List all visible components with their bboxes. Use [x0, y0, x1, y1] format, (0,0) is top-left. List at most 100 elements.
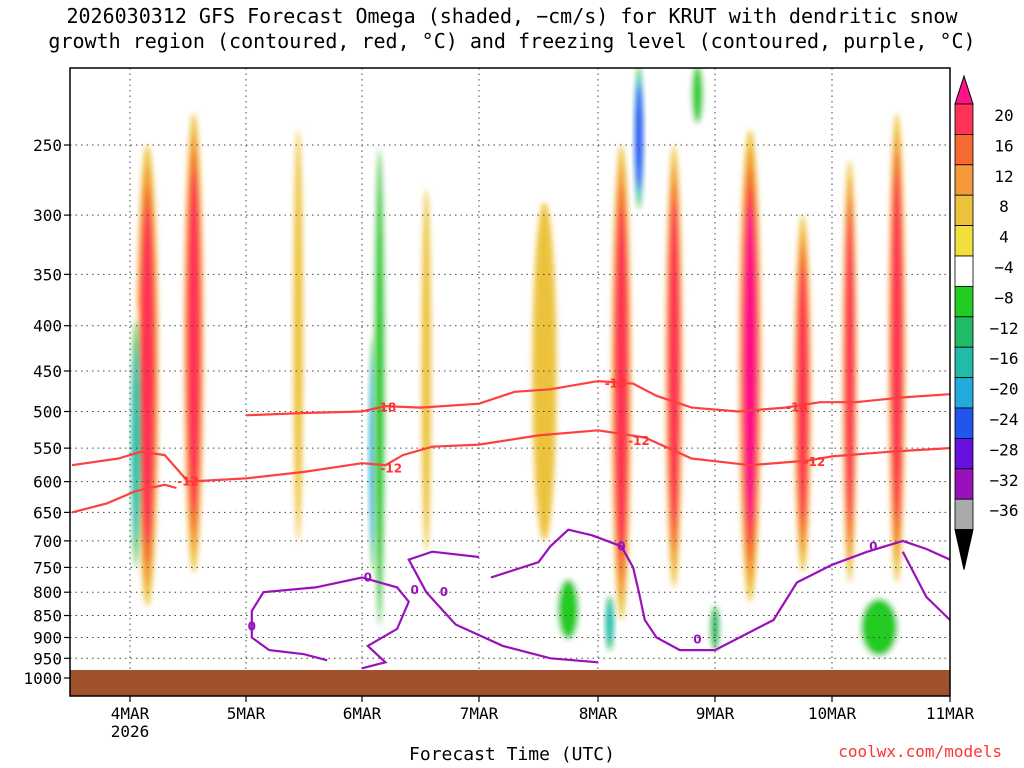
- omega-cell: [374, 148, 385, 626]
- dgz-contour-minus12-lower: [71, 483, 177, 514]
- dgz-label-minus12: -12: [628, 434, 650, 448]
- plot-frame: [69, 67, 951, 697]
- chart-title-line-2: growth region (contoured, red, °C) and f…: [48, 29, 976, 53]
- y-tick-label: 700: [33, 532, 62, 551]
- x-tick-label: 9MAR: [696, 704, 735, 723]
- freezing-level-label: 0: [617, 539, 625, 553]
- colorbar-label: 8: [999, 197, 1009, 216]
- dgz-contour-minus18: [245, 379, 950, 417]
- colorbar-swatch: [954, 103, 974, 135]
- omega-cell: [692, 68, 703, 124]
- colorbar-swatch: [954, 377, 974, 409]
- pressure-axis: 250 300 350 400 450 500 550 600 650 700 750 800 850 9…: [23, 136, 70, 688]
- colorbar-swatch: [954, 133, 974, 166]
- x-tick-label: 7MAR: [460, 704, 499, 723]
- omega-column: [605, 592, 614, 655]
- y-tick-label: 300: [33, 206, 62, 225]
- omega-column: [855, 592, 903, 663]
- omega-column: [131, 305, 140, 583]
- omega-cell: [797, 265, 809, 522]
- colorbar-label: −8: [994, 288, 1013, 307]
- dgz-contour-minus12: [71, 429, 950, 483]
- colorbar: 20 16 12 8 4 −4 −8 −12 −16 −20 −24 −28 −32 −36: [954, 74, 1019, 570]
- omega-column: [888, 112, 905, 583]
- freezing-level-contour: [250, 576, 411, 670]
- omega-column: [690, 68, 705, 130]
- omega-cell: [605, 600, 614, 646]
- omega-column: [709, 601, 721, 655]
- chart-title-line-1: 2026030312 GFS Forecast Omega (shaded, −…: [66, 4, 958, 28]
- colorbar-label: −32: [990, 471, 1019, 490]
- contours: -18 -18 -18 -12 -12 -12 -12 0 0 0 0 0 0 0: [71, 377, 950, 670]
- colorbar-label: −36: [990, 501, 1019, 520]
- omega-column: [794, 215, 811, 573]
- omega-column: [421, 188, 432, 552]
- omega-column: [372, 95, 387, 678]
- colorbar-swatch: [954, 316, 974, 348]
- colorbar-swatch: [954, 194, 974, 226]
- dgz-label-minus18: -18: [786, 401, 808, 415]
- colorbar-swatch: [954, 225, 974, 257]
- colorbar-label: −28: [990, 440, 1019, 459]
- y-tick-label: 1000: [23, 669, 62, 688]
- y-tick-label: 500: [33, 403, 62, 422]
- omega-column: [666, 144, 683, 588]
- x-tick-label: 10MAR: [808, 704, 857, 723]
- dgz-label-minus18: -18: [605, 377, 627, 391]
- colorbar-label: 12: [994, 167, 1013, 186]
- omega-cell: [323, 68, 332, 396]
- freezing-level-label: 0: [410, 583, 418, 597]
- colorbar-label: 16: [994, 136, 1013, 155]
- y-tick-label: 450: [33, 362, 62, 381]
- x-tick-label: 5MAR: [227, 704, 266, 723]
- time-axis: 4MAR 5MAR 6MAR 7MAR 8MAR 9MAR 10MAR 11MAR 2026: [111, 696, 975, 741]
- omega-cell: [634, 84, 643, 191]
- colorbar-label: −20: [990, 380, 1019, 399]
- freezing-level-label: 0: [869, 539, 877, 553]
- omega-cell: [187, 172, 201, 514]
- colorbar-label: −4: [994, 258, 1013, 277]
- omega-cell: [102, 215, 111, 412]
- omega-column: [184, 112, 204, 573]
- y-tick-label: 850: [33, 607, 62, 626]
- colorbar-bottom-arrow: [954, 529, 974, 570]
- omega-column: [323, 68, 332, 396]
- omega-column: [136, 145, 159, 607]
- omega-cell: [711, 608, 719, 648]
- y-tick-label: 900: [33, 628, 62, 647]
- omega-cell: [140, 207, 155, 545]
- colorbar-label: −24: [990, 410, 1019, 429]
- x-year-label: 2026: [111, 722, 150, 741]
- y-tick-label: 950: [33, 649, 62, 668]
- y-tick-label: 350: [33, 265, 62, 284]
- omega-cell: [743, 206, 757, 525]
- x-axis-title: Forecast Time (UTC): [409, 744, 615, 765]
- colorbar-swatch: [954, 164, 974, 196]
- omega-column: [554, 572, 582, 646]
- colorbar-swatch: [954, 498, 974, 531]
- dgz-label-minus12: -12: [177, 475, 199, 489]
- omega-column: [634, 68, 643, 216]
- y-tick-label: 650: [33, 503, 62, 522]
- colorbar-swatch: [954, 437, 974, 470]
- omega-cell: [557, 579, 579, 640]
- dgz-label-minus18: -18: [375, 401, 397, 415]
- x-tick-label: 4MAR: [111, 704, 150, 723]
- y-tick-label: 400: [33, 317, 62, 336]
- freezing-level-label: 0: [364, 571, 372, 585]
- colorbar-swatch: [954, 255, 974, 287]
- omega-cell: [293, 129, 303, 541]
- y-tick-label: 550: [33, 439, 62, 458]
- y-tick-label: 250: [33, 136, 62, 155]
- colorbar-swatch: [954, 285, 974, 318]
- x-tick-label: 11MAR: [926, 704, 975, 723]
- omega-column: [102, 215, 111, 412]
- x-tick-label: 8MAR: [579, 704, 618, 723]
- freezing-level-label: 0: [440, 585, 448, 599]
- terrain-ground: [70, 670, 950, 696]
- colorbar-label: −12: [990, 319, 1019, 338]
- colorbar-label: 20: [994, 106, 1013, 125]
- omega-column: [739, 129, 761, 602]
- gridlines: [70, 68, 950, 696]
- y-tick-label: 600: [33, 473, 62, 492]
